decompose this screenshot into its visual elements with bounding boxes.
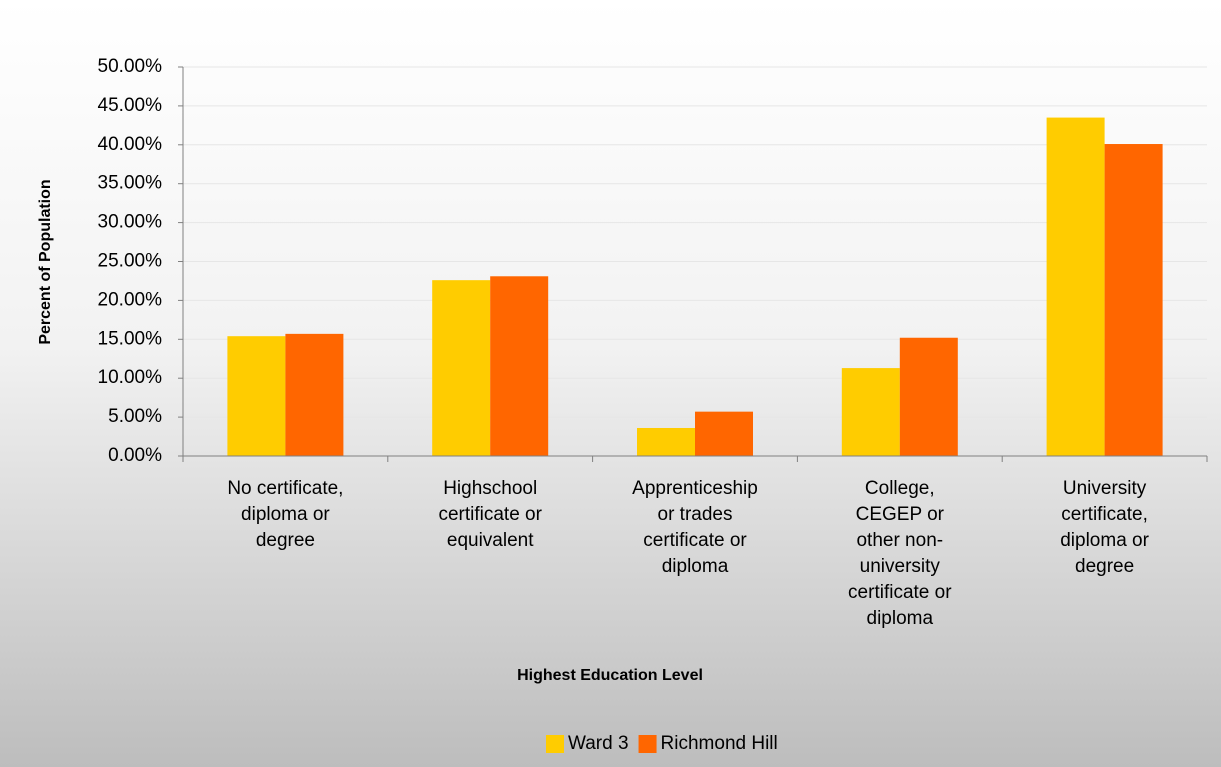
y-tick-label: 45.00% bbox=[98, 95, 163, 116]
bar bbox=[841, 368, 900, 456]
bar bbox=[1046, 117, 1105, 456]
x-tick-label: College, CEGEP or other non-university c… bbox=[848, 478, 952, 629]
y-tick-label: 0.00% bbox=[108, 445, 162, 466]
y-tick-label: 40.00% bbox=[98, 134, 163, 155]
bar bbox=[1104, 144, 1163, 456]
bar bbox=[432, 280, 491, 456]
y-tick-label: 35.00% bbox=[98, 173, 163, 194]
y-tick-label: 20.00% bbox=[98, 289, 163, 310]
x-tick-label: University certificate, diploma or degre… bbox=[1060, 478, 1149, 577]
legend-swatch bbox=[638, 735, 657, 753]
x-tick-label: Highschool certificate or equivalent bbox=[438, 478, 542, 551]
y-tick-label: 25.00% bbox=[98, 251, 163, 272]
x-tick-label-box: Highschool certificate or equivalent bbox=[438, 478, 542, 551]
bar bbox=[899, 337, 958, 456]
y-tick-label: 5.00% bbox=[108, 406, 162, 427]
bar bbox=[227, 336, 286, 456]
bar bbox=[637, 427, 695, 456]
y-tick-label: 10.00% bbox=[98, 367, 163, 388]
y-tick-label: 50.00% bbox=[98, 56, 163, 77]
x-tick-label: Apprenticeship or trades certificate or … bbox=[632, 478, 758, 577]
legend-swatch bbox=[546, 735, 564, 753]
y-tick-label: 30.00% bbox=[98, 212, 163, 233]
legend-label: Richmond Hill bbox=[661, 733, 778, 754]
y-tick-label: 15.00% bbox=[98, 328, 163, 349]
bar bbox=[285, 333, 344, 456]
x-axis-title: Highest Education Level bbox=[517, 667, 703, 684]
x-tick-label: No certificate, diploma or degree bbox=[227, 478, 344, 551]
x-tick-label-box: Apprenticeship or trades certificate or … bbox=[632, 478, 758, 577]
bar bbox=[490, 276, 549, 456]
x-tick-label-box: University certificate, diploma or degre… bbox=[1060, 478, 1149, 577]
x-tick-label-box: No certificate, diploma or degree bbox=[227, 478, 344, 551]
bar bbox=[695, 411, 753, 456]
legend-label: Ward 3 bbox=[568, 733, 629, 754]
x-tick-label-box: College, CEGEP or other non-university c… bbox=[848, 478, 952, 629]
y-axis-title: Percent of Population bbox=[37, 179, 54, 344]
